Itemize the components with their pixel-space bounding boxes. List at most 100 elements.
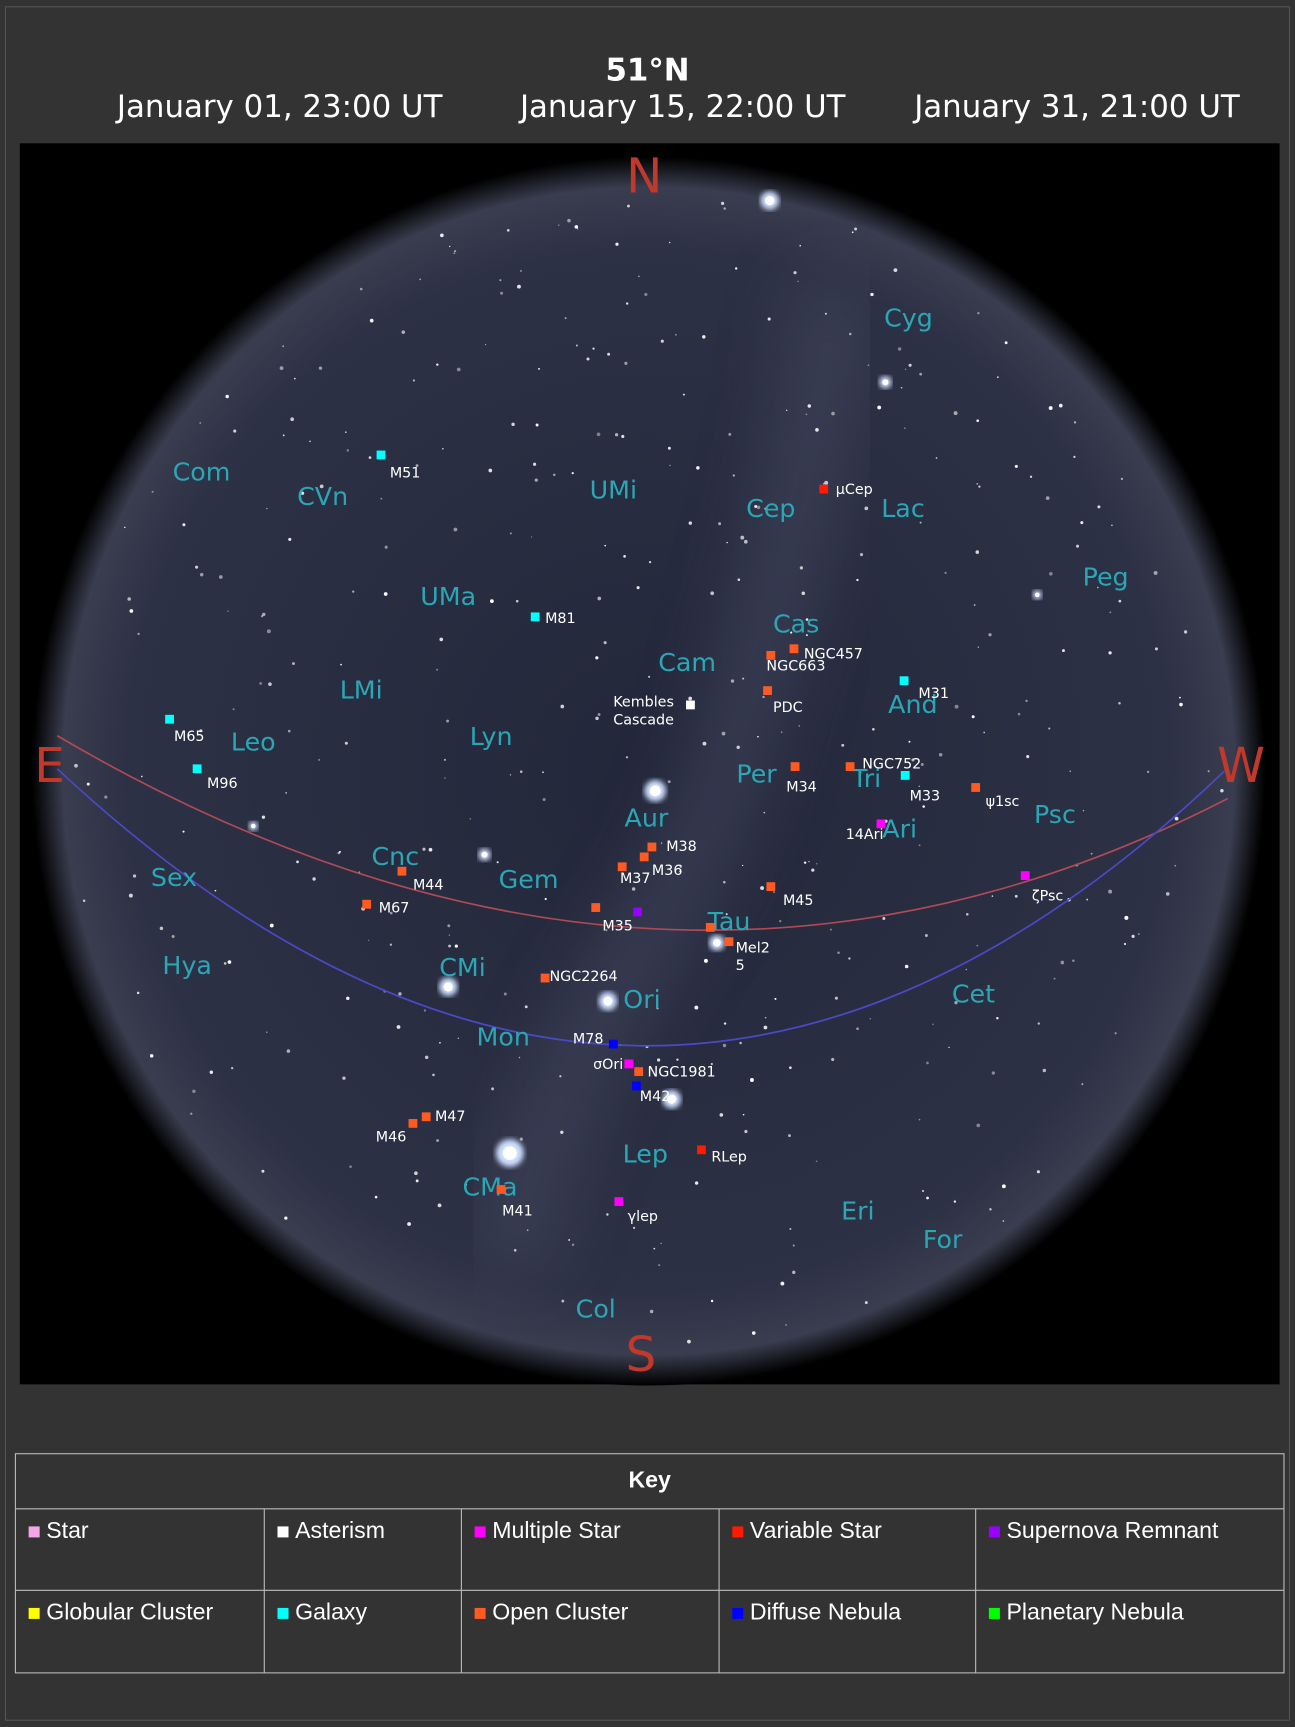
star [975,550,980,554]
star [1014,464,1018,468]
star [669,464,671,467]
star [996,1017,999,1020]
star [464,1183,468,1186]
object-label: M33 [910,788,941,804]
star [926,1061,929,1065]
marker [397,866,407,876]
star [300,491,305,495]
constellation-label: Cyg [884,303,933,333]
star [369,318,374,323]
constellation-label: Cas [773,609,819,639]
star [454,250,457,253]
star [454,944,458,948]
key-label: Globular Cluster [46,1599,213,1625]
star [506,229,510,232]
star [558,224,560,226]
star [199,572,204,577]
constellation-label: For [923,1224,963,1254]
star [805,634,808,637]
star [287,729,291,733]
star [140,775,143,778]
object-label: 14Ari [846,827,884,843]
star [983,731,986,734]
star [564,317,567,320]
star [900,386,903,389]
star [1072,959,1075,962]
marker [633,907,642,917]
star [453,252,456,255]
star [182,830,185,833]
star [859,771,862,774]
star [488,468,493,473]
marker [376,450,386,460]
marker [540,973,550,983]
key-swatch [474,1526,486,1538]
object-label: M38 [666,839,697,855]
star [520,270,522,272]
star [918,1118,921,1121]
star [694,1181,699,1185]
marker [639,852,649,862]
star [1146,770,1150,774]
star [513,1248,517,1252]
star [1131,934,1135,938]
star [1114,1032,1117,1035]
constellation-label: Cep [746,493,795,523]
marker [971,783,981,792]
object-label: Kembles Cascade [613,695,674,729]
star [384,545,388,549]
key-swatch [28,1526,40,1538]
star [374,1195,378,1199]
key-label: Star [46,1517,89,1543]
star [342,1076,346,1080]
marker [697,1145,706,1155]
star [723,1022,727,1025]
star [1002,1220,1005,1222]
star [653,1247,656,1250]
star [396,1025,401,1029]
star [440,233,444,238]
object-label: NGC2264 [549,969,617,985]
key-swatch [277,1526,289,1538]
constellation-label: Leo [231,726,276,756]
star [597,713,601,716]
star [1179,696,1181,699]
key-border [14,1453,1285,1674]
star [831,1057,835,1062]
star [656,1007,659,1010]
compass-east: E [34,738,65,794]
star [953,1200,957,1203]
star [442,447,444,450]
star [1048,727,1051,730]
star [743,539,748,544]
object-label: NGC663 [766,658,825,674]
star [159,926,164,931]
star [346,996,350,1001]
star [149,1054,154,1058]
constellation-label: Lac [881,493,925,523]
star [1108,651,1112,655]
object-label: M35 [602,918,633,934]
star [1082,810,1085,812]
star [954,1000,958,1005]
star [1026,755,1030,759]
star [82,899,86,903]
star [815,1160,818,1163]
star [1111,524,1113,527]
star [773,891,775,893]
star [595,716,599,721]
star [534,478,538,482]
star [831,411,835,416]
time: January 15, 22:00 UT [518,89,846,125]
object-label: M51 [390,466,421,482]
key-label: Asterism [295,1517,385,1543]
star [136,991,140,995]
bright-star [502,1146,517,1161]
star [807,404,811,408]
object-label: σOri [593,1057,623,1073]
star [499,279,502,282]
star [503,992,507,996]
star [736,745,740,749]
